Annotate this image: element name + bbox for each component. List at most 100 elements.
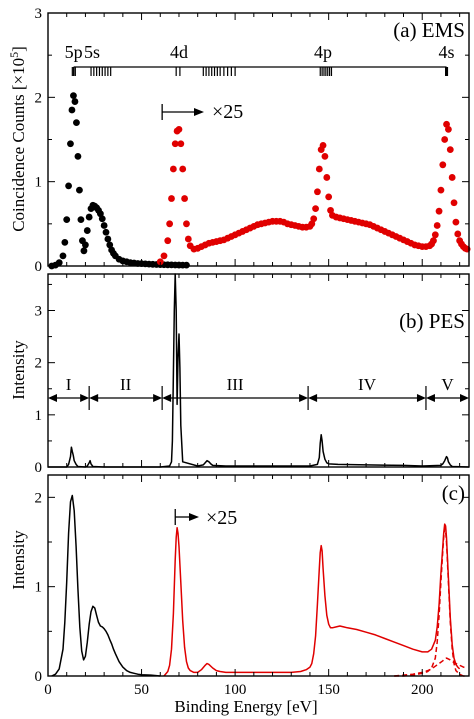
data-point	[315, 165, 323, 173]
series-markers	[156, 120, 471, 266]
data-point	[183, 261, 190, 269]
fit-component-line	[394, 657, 468, 677]
level-label: 4d	[170, 42, 188, 62]
y-tick-label: 2	[35, 90, 43, 106]
level-label: 5s	[84, 42, 100, 62]
data-point	[73, 119, 80, 127]
region-arrow-head	[308, 394, 318, 402]
data-point	[61, 238, 69, 246]
data-point	[68, 106, 76, 114]
data-point	[310, 215, 318, 223]
y-tick-label: 2	[35, 356, 43, 372]
scale-arrow-head	[194, 108, 204, 116]
region-arrow-head	[299, 394, 309, 402]
data-point	[85, 213, 93, 221]
scale-arrow-head	[189, 513, 199, 521]
panel-b-ylabel: Intensity	[9, 340, 28, 400]
panel-a-ylabel-close: ]	[9, 46, 28, 52]
panel-c-label: (c)	[442, 481, 465, 505]
region-arrow-head	[425, 394, 435, 402]
data-point	[70, 92, 77, 100]
data-point	[439, 161, 447, 169]
x-tick-label: 100	[224, 682, 247, 698]
plot-frame	[47, 474, 470, 677]
data-point	[323, 174, 331, 181]
data-point	[435, 207, 443, 215]
data-point	[430, 237, 437, 245]
data-point	[160, 252, 168, 260]
level-label: 4s	[439, 42, 455, 62]
data-point	[82, 241, 89, 249]
data-point	[100, 222, 108, 229]
region-label: I	[66, 375, 72, 394]
panel-a-ylabel-text: Coincidence Counts [×10	[9, 58, 28, 232]
data-point	[450, 199, 458, 207]
data-point	[175, 125, 183, 133]
data-point	[65, 182, 72, 190]
data-point	[76, 186, 83, 194]
x-tick-label: 0	[44, 682, 52, 698]
region-arrow-head	[80, 394, 90, 402]
data-point	[171, 140, 179, 148]
data-point	[312, 205, 319, 213]
panel-b-label: (b) PES	[399, 309, 465, 333]
series-line	[163, 523, 461, 677]
data-point	[454, 230, 462, 238]
data-point	[183, 220, 190, 228]
panel-c-data-layer	[51, 494, 468, 677]
y-tick-label: 3	[35, 304, 43, 320]
series-line	[51, 494, 161, 677]
panel-a-axes: 0 1 2 3 5p 5s 4d 4p 4s	[35, 6, 470, 275]
y-tick-label: 1	[35, 175, 43, 191]
series-line	[48, 273, 470, 468]
panel-c-axes: 0 50 100 150 200 0 1 2	[35, 474, 470, 698]
data-point	[314, 188, 321, 196]
panel-a-label: (a) EMS	[393, 18, 465, 42]
data-point	[446, 146, 454, 154]
x-axis-title: Binding Energy [eV]	[174, 697, 317, 716]
region-arrow-head	[416, 394, 426, 402]
data-point	[164, 237, 172, 245]
data-point	[102, 228, 110, 236]
fit-component-line	[394, 527, 468, 677]
data-point	[433, 222, 441, 229]
panel-c-ylabel: Intensity	[9, 530, 28, 590]
data-point	[181, 195, 188, 202]
region-arrow-head	[89, 394, 99, 402]
x-tick-label: 200	[411, 682, 434, 698]
y-tick-label: 0	[35, 669, 43, 685]
panel-b-data-layer	[48, 273, 470, 468]
data-point	[325, 193, 333, 201]
y-tick-label: 0	[35, 460, 43, 476]
y-tick-label: 3	[35, 6, 43, 22]
panel-a-ylabel: Coincidence Counts [×105]	[7, 46, 28, 232]
data-point	[156, 258, 164, 266]
data-point	[321, 152, 329, 160]
data-point	[452, 218, 460, 226]
panel-a-data-layer	[48, 92, 471, 270]
region-label: IV	[358, 375, 377, 394]
y-tick-label: 1	[35, 580, 43, 596]
plot-frame	[47, 12, 470, 267]
data-point	[80, 247, 88, 255]
data-point	[166, 220, 174, 228]
y-tick-label: 1	[35, 408, 43, 424]
panel-c: 0 50 100 150 200 0 1 2 (c) ×25 Intensity	[9, 474, 470, 698]
data-point	[74, 152, 82, 160]
data-point	[59, 252, 67, 260]
data-point	[179, 165, 187, 173]
region-arrow-head	[153, 394, 163, 402]
data-point	[83, 227, 91, 234]
level-label: 5p	[65, 42, 83, 62]
panel-a-arrow-label: ×25	[212, 101, 243, 123]
region-label: II	[120, 375, 132, 394]
data-point	[177, 140, 185, 148]
data-point	[319, 142, 327, 149]
x-tick-label: 150	[317, 682, 340, 698]
y-tick-label: 2	[35, 490, 43, 506]
region-label: V	[441, 375, 454, 394]
data-point	[71, 98, 79, 105]
